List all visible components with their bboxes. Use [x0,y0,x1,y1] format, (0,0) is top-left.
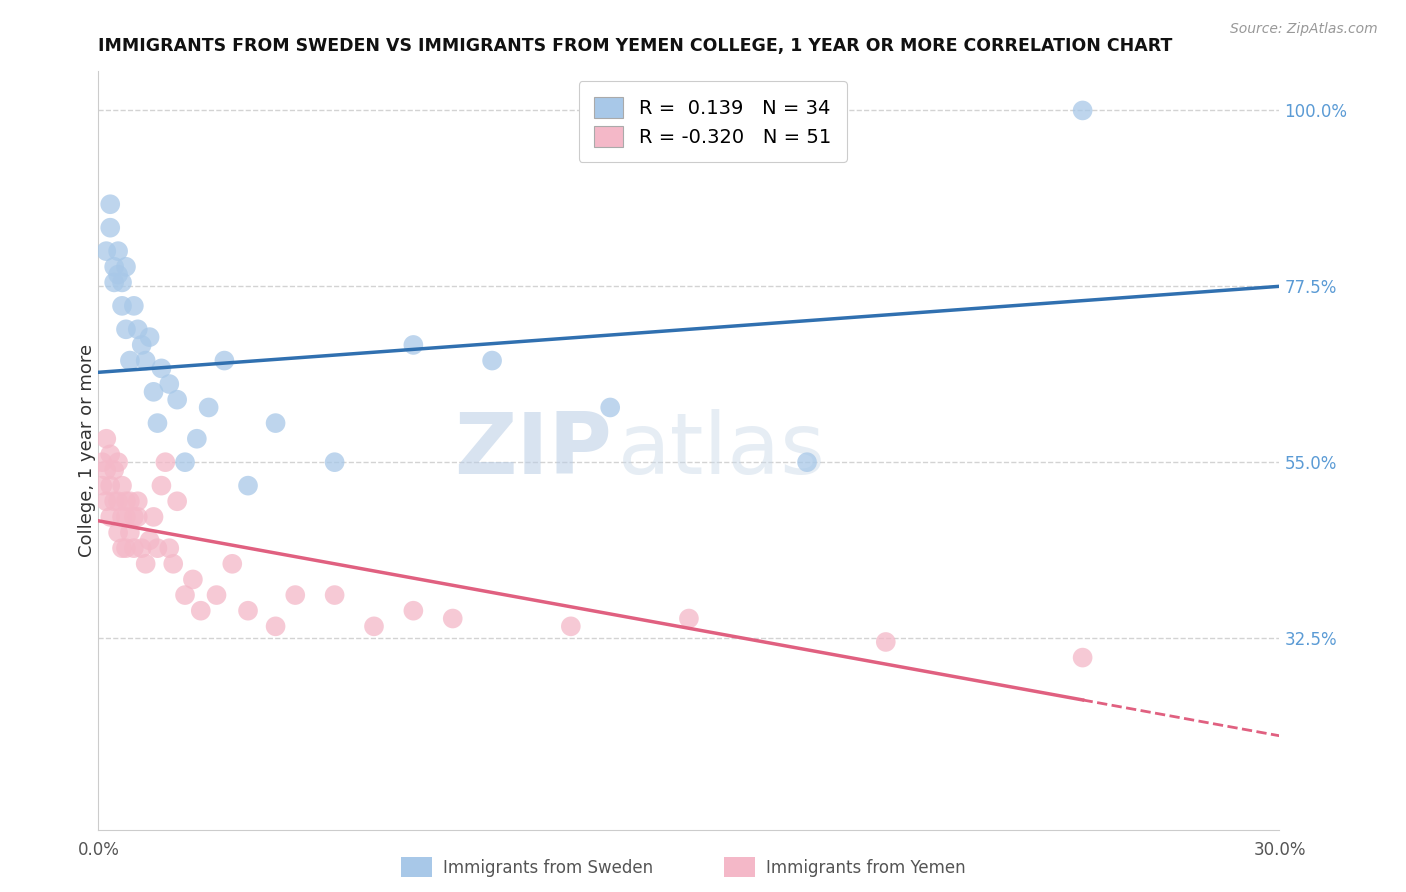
Point [98,447,121,461]
Point [96,463,118,477]
Point [197,401,219,415]
Point [236,478,259,492]
Point [98,220,121,235]
Point [107,455,129,469]
Point [122,541,145,556]
Point [103,260,125,274]
Point [127,322,149,336]
Text: Source: ZipAtlas.com: Source: ZipAtlas.com [1230,22,1378,37]
Point [135,557,157,571]
Point [264,619,287,633]
Point [323,588,346,602]
Point [91,478,114,492]
Point [111,276,134,290]
Point [190,604,212,618]
Point [98,509,121,524]
Point [96,432,118,446]
Point [142,509,165,524]
Point [127,494,149,508]
Legend: R =  0.139   N = 34, R = -0.320   N = 51: R = 0.139 N = 34, R = -0.320 N = 51 [578,81,846,162]
Point [103,494,125,508]
Text: atlas: atlas [619,409,827,492]
Point [150,478,173,492]
Point [174,455,197,469]
Point [402,604,425,618]
Point [115,322,138,336]
Point [481,353,503,368]
Point [111,478,134,492]
Point [323,455,346,469]
Point [115,260,138,274]
Point [1071,650,1094,665]
Point [162,557,184,571]
Y-axis label: College, 1 year or more: College, 1 year or more [79,344,96,557]
Point [107,268,129,282]
Point [118,525,141,540]
Point [174,588,197,602]
Point [155,455,177,469]
Point [236,604,259,618]
Point [122,299,145,313]
Point [103,463,125,477]
Point [131,541,153,556]
Point [111,509,134,524]
Point [115,541,138,556]
Point [181,573,204,587]
Point [599,401,621,415]
Point [111,299,134,313]
Point [107,494,129,508]
Point [214,353,236,368]
Point [115,509,138,524]
Point [875,635,897,649]
Point [157,377,180,392]
Point [118,353,141,368]
Text: ZIP: ZIP [454,409,612,492]
Point [221,557,243,571]
Point [118,494,141,508]
Point [441,611,464,625]
Point [107,525,129,540]
Point [146,416,169,430]
Text: Immigrants from Yemen: Immigrants from Yemen [766,859,966,877]
Point [122,509,145,524]
Point [98,197,121,211]
Point [96,244,118,259]
Point [138,533,160,548]
Point [150,361,173,376]
Point [284,588,307,602]
Point [96,494,118,508]
Point [142,384,165,399]
Point [363,619,385,633]
Point [115,494,138,508]
Point [103,276,125,290]
Point [560,619,582,633]
Point [186,432,208,446]
Point [138,330,160,344]
Point [264,416,287,430]
Point [131,338,153,352]
Point [135,353,157,368]
Point [678,611,700,625]
Point [111,541,134,556]
Point [157,541,180,556]
Point [107,244,129,259]
Text: Immigrants from Sweden: Immigrants from Sweden [443,859,652,877]
Point [205,588,228,602]
Point [98,478,121,492]
Point [146,541,169,556]
Point [1071,103,1094,118]
Point [166,494,188,508]
Point [127,509,149,524]
Text: IMMIGRANTS FROM SWEDEN VS IMMIGRANTS FROM YEMEN COLLEGE, 1 YEAR OR MORE CORRELAT: IMMIGRANTS FROM SWEDEN VS IMMIGRANTS FRO… [98,37,1173,54]
Point [91,455,114,469]
Point [402,338,425,352]
Point [166,392,188,407]
Point [796,455,818,469]
